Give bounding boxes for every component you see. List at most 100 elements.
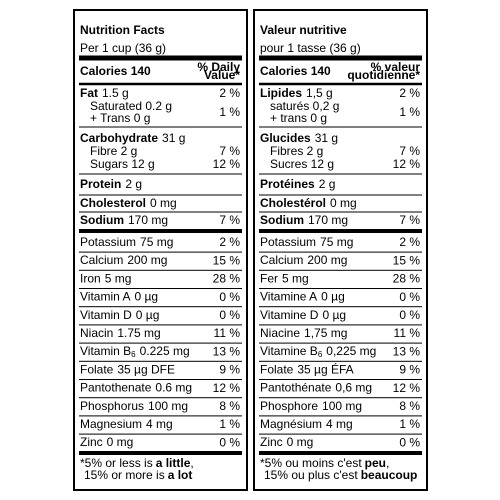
micronutrient-row: Potassium 75 mg — [260, 235, 353, 249]
daily-value: 2 % — [219, 235, 240, 249]
nutrient-name: Fer — [260, 272, 278, 286]
panel-border — [253, 9, 428, 491]
nutrient-name: Vitamin D — [80, 308, 132, 322]
daily-value: 1 % — [399, 417, 420, 431]
micronutrient-row: Calcium 200 mg — [80, 253, 167, 267]
micronutrient-row: Vitamine A 0 µg — [260, 290, 345, 304]
micronutrient-row: Phosphore 100 mg — [260, 399, 362, 413]
footnote-emphasis: a little — [156, 456, 191, 470]
daily-value: 2 % — [399, 86, 420, 100]
nutrient-name: Protein — [80, 177, 121, 191]
daily-value: 2 % — [399, 235, 420, 249]
daily-value: 12 % — [213, 157, 241, 171]
rule — [79, 342, 242, 344]
nutrient-row: Protein 2 g — [80, 177, 142, 191]
daily-value: 12 % — [213, 381, 241, 395]
nutrient-amount: 0 mg — [107, 435, 134, 449]
nutrient-amount: 35 µg ÉFA — [297, 362, 353, 377]
micronutrient-row: Zinc 0 mg — [80, 435, 133, 449]
rule — [259, 288, 422, 289]
micronutrient-row: Vitamin B6 0.225 mg — [80, 344, 190, 359]
daily-value: 1 % — [219, 417, 240, 431]
nutrient-name: Phosphorus — [80, 399, 144, 413]
nutrient-amount: 0 mg — [287, 435, 314, 449]
nutrient-amount: 31 g — [162, 131, 185, 145]
footnote: 15% ou plus c'est beaucoup — [264, 468, 417, 482]
dv-header: % Daily — [197, 60, 240, 74]
nutrient-name: Phosphore — [260, 399, 318, 413]
calories: Calories 140 — [260, 64, 331, 78]
rule — [79, 82, 242, 86]
micronutrient-row: Magnesium 4 mg — [80, 417, 173, 431]
title: Nutrition Facts — [80, 23, 165, 37]
nutrient-row: Carbohydrate 31 g — [80, 131, 185, 145]
nutrient-name: Vitamine D — [260, 308, 319, 322]
rule — [259, 194, 422, 196]
rule — [79, 126, 242, 128]
serving-size: pour 1 tasse (36 g) — [260, 41, 361, 55]
nutrient-amount: 1,75 mg — [304, 326, 347, 340]
daily-value: 7 % — [399, 144, 420, 158]
daily-value: 7 % — [399, 213, 420, 227]
rule — [79, 360, 242, 362]
sub-nutrient: Fibre 2 g — [90, 144, 137, 158]
micronutrient-row: Niacin 1.75 mg — [80, 326, 161, 340]
footnote-emphasis: a lot — [168, 468, 193, 482]
daily-value: 12 % — [393, 157, 421, 171]
title: Valeur nutritive — [260, 23, 347, 37]
rule — [259, 126, 422, 128]
nutrient-name: Pantothenate — [80, 381, 152, 395]
footnote-text: 15% or more is — [84, 468, 165, 482]
rule — [79, 173, 242, 175]
nutrient-amount: 170 mg — [128, 213, 168, 227]
nutrient-amount: 0 µg — [322, 308, 346, 322]
footnote: *5% or less is a little, — [80, 456, 194, 470]
nutrient-name: Sodium — [80, 213, 124, 227]
nutrient-name: Zinc — [260, 435, 283, 449]
nutrient-name: Pantothénate — [260, 381, 332, 395]
calories: Calories 140 — [80, 64, 151, 78]
nutrient-name: Magnésium — [260, 417, 322, 431]
nutrient-amount: 0,6 mg — [335, 381, 372, 395]
rule — [79, 55, 242, 61]
rule — [259, 306, 422, 308]
rule — [79, 269, 242, 271]
nutrient-name: Fat — [80, 86, 98, 100]
nutrient-name: Magnesium — [80, 417, 142, 431]
rule — [79, 211, 242, 213]
nutrient-amount: 200 mg — [127, 253, 167, 267]
dv-header: Value* — [204, 68, 240, 82]
nutrient-name: Sodium — [260, 213, 304, 227]
nutrient-row: Cholestérol 0 mg — [260, 196, 357, 210]
micronutrient-row: Pantothenate 0.6 mg — [80, 381, 192, 395]
nutrient-amount: 2 g — [319, 177, 336, 191]
nutrient-amount: 4 mg — [326, 417, 353, 431]
nutrient-name: Niacine — [260, 326, 300, 340]
footnote: 15% or more is a lot — [84, 468, 192, 482]
nutrient-name: Folate — [260, 363, 294, 377]
daily-value: 12 % — [393, 381, 421, 395]
micronutrient-row: Magnésium 4 mg — [260, 417, 353, 431]
nutrient-amount: 0.6 mg — [155, 381, 192, 395]
rule — [259, 342, 422, 344]
nutrient-amount: 5 mg — [105, 272, 132, 286]
nutrient-name: Potassium — [260, 235, 316, 249]
nutrient-name: Vitamine B — [260, 344, 318, 358]
daily-value: 15 % — [213, 253, 241, 267]
footnote-text: *5% ou moins c'est — [260, 456, 362, 470]
micronutrient-row: Pantothénate 0,6 mg — [260, 381, 372, 395]
rule — [79, 451, 242, 455]
footnote: *5% ou moins c'est peu, — [260, 456, 389, 470]
nutrient-name: Calcium — [260, 253, 303, 267]
footnote-text: *5% or less is — [80, 456, 153, 470]
subscript: 6 — [131, 350, 136, 359]
nutrient-name: Cholesterol — [80, 196, 146, 210]
footnote-text: , — [190, 456, 193, 470]
serving-size: Per 1 cup (36 g) — [80, 41, 166, 55]
micronutrient-row: Phosphorus 100 mg — [80, 399, 188, 413]
daily-value: 9 % — [219, 363, 240, 377]
rule — [259, 173, 422, 175]
daily-value: 1 % — [219, 105, 240, 119]
nutrient-row: Cholesterol 0 mg — [80, 196, 177, 210]
